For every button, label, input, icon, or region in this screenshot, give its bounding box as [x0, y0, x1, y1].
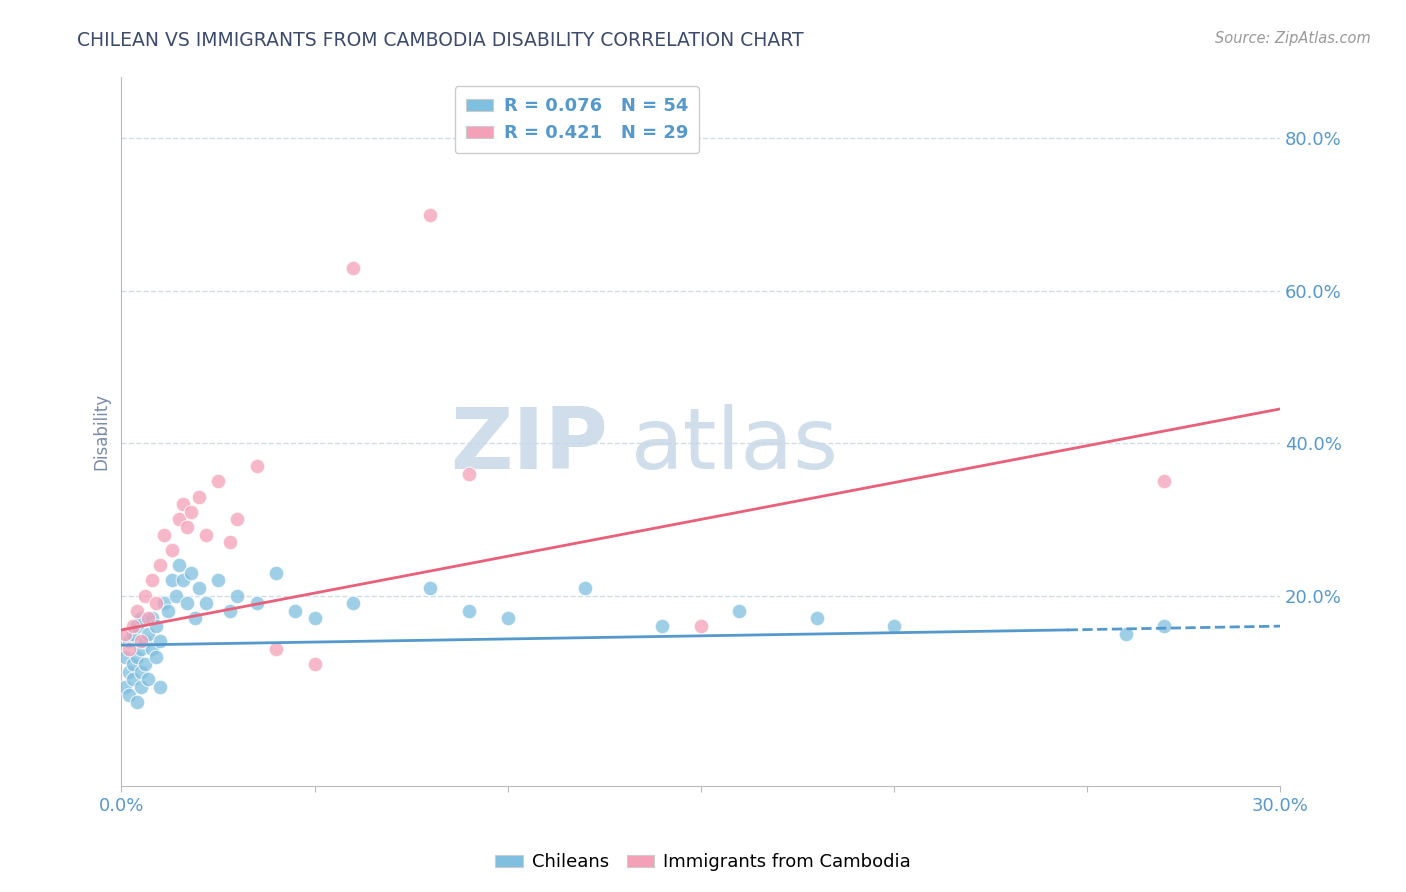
Point — [153, 596, 176, 610]
Point — [728, 604, 751, 618]
Point — [342, 260, 364, 275]
Point — [149, 634, 172, 648]
Point — [496, 611, 519, 625]
Text: atlas: atlas — [631, 404, 839, 487]
Y-axis label: Disability: Disability — [93, 393, 110, 470]
Point — [176, 520, 198, 534]
Point — [574, 581, 596, 595]
Point — [138, 626, 160, 640]
Point — [883, 619, 905, 633]
Point — [153, 527, 176, 541]
Point — [134, 657, 156, 672]
Point — [176, 596, 198, 610]
Point — [118, 634, 141, 648]
Point — [114, 626, 136, 640]
Point — [304, 657, 326, 672]
Point — [304, 611, 326, 625]
Point — [172, 497, 194, 511]
Point — [145, 649, 167, 664]
Legend: Chileans, Immigrants from Cambodia: Chileans, Immigrants from Cambodia — [488, 847, 918, 879]
Point — [125, 695, 148, 709]
Point — [172, 574, 194, 588]
Point — [207, 574, 229, 588]
Point — [122, 626, 145, 640]
Point — [125, 619, 148, 633]
Point — [419, 208, 441, 222]
Point — [226, 589, 249, 603]
Point — [264, 642, 287, 657]
Point — [169, 558, 191, 573]
Point — [114, 649, 136, 664]
Point — [134, 589, 156, 603]
Point — [122, 673, 145, 687]
Point — [195, 527, 218, 541]
Point — [141, 611, 163, 625]
Point — [125, 604, 148, 618]
Point — [129, 665, 152, 679]
Point — [118, 688, 141, 702]
Text: ZIP: ZIP — [450, 404, 607, 487]
Point — [187, 581, 209, 595]
Point — [169, 512, 191, 526]
Point — [118, 642, 141, 657]
Text: CHILEAN VS IMMIGRANTS FROM CAMBODIA DISABILITY CORRELATION CHART: CHILEAN VS IMMIGRANTS FROM CAMBODIA DISA… — [77, 31, 804, 50]
Point — [160, 574, 183, 588]
Point — [195, 596, 218, 610]
Point — [156, 604, 179, 618]
Point — [180, 505, 202, 519]
Point — [141, 642, 163, 657]
Point — [129, 611, 152, 625]
Point — [118, 665, 141, 679]
Point — [689, 619, 711, 633]
Point — [806, 611, 828, 625]
Point — [1115, 626, 1137, 640]
Point — [129, 642, 152, 657]
Point — [149, 680, 172, 694]
Point — [246, 459, 269, 474]
Point — [180, 566, 202, 580]
Point — [218, 535, 240, 549]
Point — [129, 634, 152, 648]
Point — [458, 467, 481, 481]
Point — [165, 589, 187, 603]
Point — [187, 490, 209, 504]
Point — [138, 673, 160, 687]
Point — [134, 634, 156, 648]
Point — [129, 680, 152, 694]
Point — [218, 604, 240, 618]
Point — [458, 604, 481, 618]
Point — [122, 619, 145, 633]
Point — [122, 657, 145, 672]
Point — [149, 558, 172, 573]
Point — [184, 611, 207, 625]
Point — [226, 512, 249, 526]
Point — [207, 475, 229, 489]
Point — [342, 596, 364, 610]
Point — [284, 604, 307, 618]
Point — [1153, 475, 1175, 489]
Text: Source: ZipAtlas.com: Source: ZipAtlas.com — [1215, 31, 1371, 46]
Point — [114, 680, 136, 694]
Point — [125, 649, 148, 664]
Point — [1153, 619, 1175, 633]
Point — [145, 619, 167, 633]
Point — [138, 611, 160, 625]
Point — [160, 542, 183, 557]
Point — [141, 574, 163, 588]
Point — [419, 581, 441, 595]
Point — [145, 596, 167, 610]
Point — [246, 596, 269, 610]
Legend: R = 0.076   N = 54, R = 0.421   N = 29: R = 0.076 N = 54, R = 0.421 N = 29 — [456, 87, 699, 153]
Point — [651, 619, 673, 633]
Point — [264, 566, 287, 580]
